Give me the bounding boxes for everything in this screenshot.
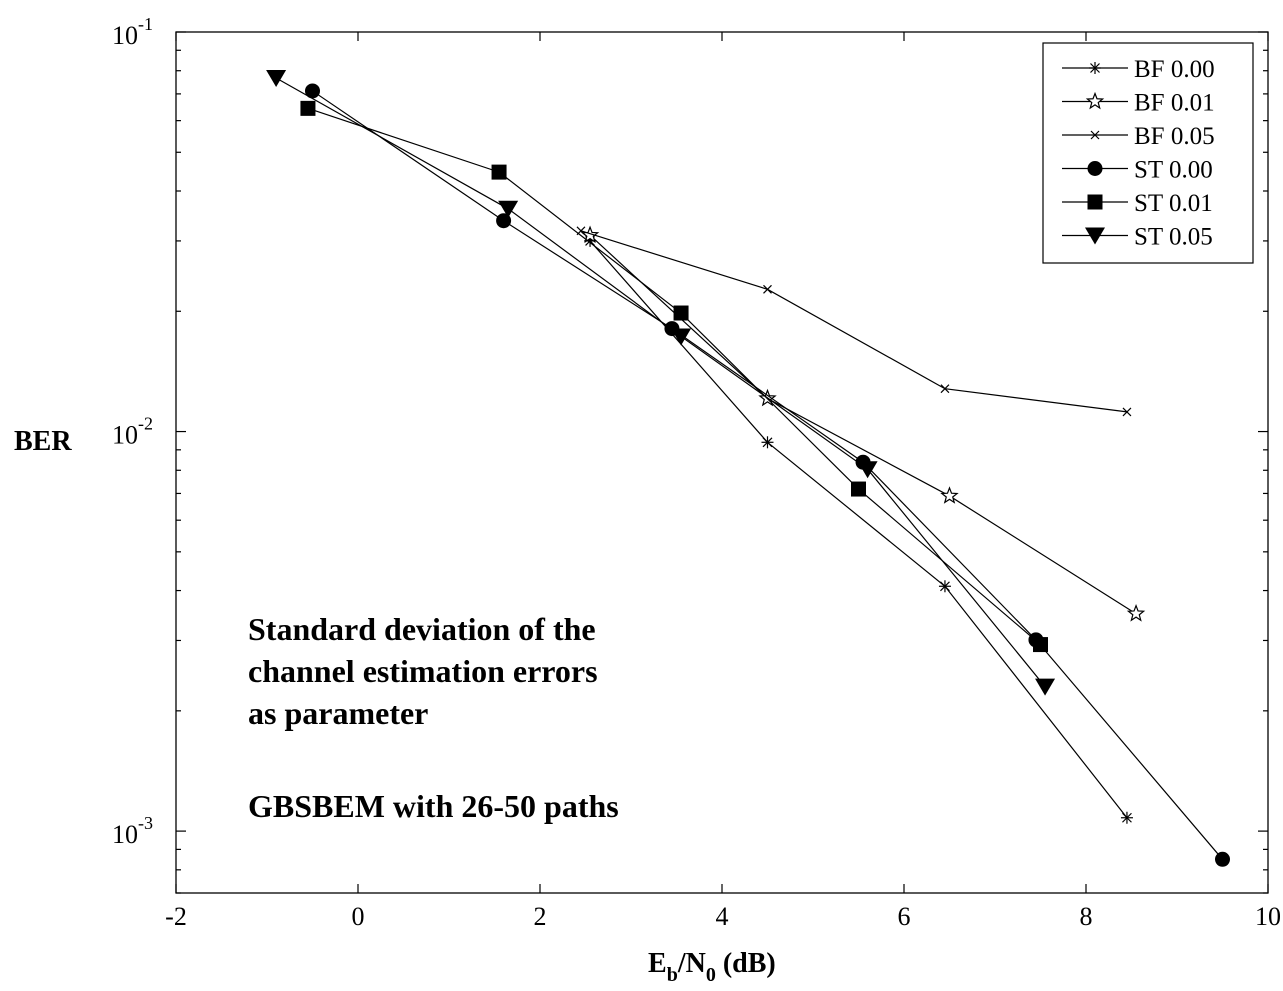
y-tick-label: 10-1 — [112, 14, 153, 50]
triangle-down-marker — [1085, 227, 1105, 245]
y-tick-label-base: 10 — [112, 21, 138, 50]
series-layer — [266, 70, 1230, 867]
legend-label: ST 0.00 — [1134, 157, 1213, 184]
asterisk-marker — [1120, 811, 1133, 824]
legend-label: ST 0.05 — [1134, 224, 1213, 251]
square-marker — [1087, 194, 1103, 210]
legend-label: BF 0.01 — [1134, 90, 1215, 117]
legend-item: BF 0.01 — [1062, 90, 1215, 117]
x-tick-label: 6 — [898, 902, 911, 931]
marker-stroke — [762, 437, 773, 448]
x-marker — [940, 384, 950, 394]
axis-ticks — [175, 31, 1269, 894]
x-tick-label: 2 — [534, 902, 547, 931]
triangle-down-marker — [498, 200, 519, 218]
y-tick-label-base: 10 — [112, 421, 138, 450]
series-bf-0-05 — [576, 226, 1132, 417]
legend-label: BF 0.00 — [1134, 56, 1215, 83]
x-tick-label: -2 — [165, 902, 187, 931]
series-line — [312, 90, 1223, 860]
asterisk-marker — [938, 580, 951, 593]
x-tick-label: 8 — [1080, 902, 1093, 931]
series-line — [307, 107, 1041, 646]
x-marker — [763, 284, 772, 294]
circle-marker — [1215, 851, 1230, 867]
circle-marker — [305, 83, 320, 99]
series-bf-0-00 — [584, 234, 1133, 824]
x-axis-title-subscript: b — [667, 964, 678, 986]
y-axis-title: BER — [14, 426, 72, 457]
legend-box — [1042, 42, 1254, 264]
triangle-down-marker — [1035, 678, 1056, 696]
marker-stroke — [1122, 407, 1132, 417]
star-marker — [940, 486, 959, 504]
legend-item: BF 0.00 — [1062, 56, 1215, 83]
legend-label: ST 0.01 — [1134, 190, 1213, 217]
series-line — [275, 77, 1046, 687]
x-axis-title-subscript: 0 — [706, 964, 716, 986]
x-axis-title: Eb/N0 (dB) — [648, 948, 776, 986]
annotation-line: as parameter — [248, 695, 428, 731]
circle-marker — [496, 213, 512, 229]
x-tick-label: 0 — [352, 902, 365, 931]
legend-label: BF 0.05 — [1134, 123, 1215, 150]
asterisk-marker — [1089, 62, 1101, 74]
series-line — [589, 240, 1128, 819]
x-axis-title-part: (dB) — [716, 948, 776, 979]
marker-stroke — [940, 384, 950, 394]
square-marker — [851, 481, 866, 497]
series-st-0-01 — [300, 100, 1048, 653]
series-bf-0-01 — [580, 225, 1146, 622]
y-tick-label-exponent: -3 — [138, 813, 153, 833]
triangle-down-marker — [266, 70, 287, 88]
x-tick-label: 4 — [716, 902, 729, 931]
annotation-line: GBSBEM with 26-50 paths — [248, 788, 619, 824]
square-marker — [1033, 637, 1048, 653]
marker-stroke — [1090, 63, 1100, 73]
y-tick-label: 10-2 — [112, 414, 153, 450]
legend-item: BF 0.05 — [1062, 123, 1215, 150]
x-axis-title-part: /N — [677, 948, 706, 979]
y-tick-label-exponent: -2 — [138, 414, 153, 434]
y-tick-label: 10-3 — [112, 813, 153, 849]
annotation-line: channel estimation errors — [248, 653, 598, 689]
legend-item: ST 0.01 — [1062, 190, 1213, 217]
star-marker — [1085, 91, 1105, 110]
x-axis-title-part: E — [648, 948, 667, 979]
legend: BF 0.00 BF 0.01 BF 0.05 ST 0.00 ST 0.01 ST 0.… — [1042, 42, 1254, 264]
legend-item: ST 0.05 — [1062, 224, 1213, 251]
annotation-line: Standard deviation of the — [248, 611, 596, 647]
series-st-0-05 — [266, 70, 1056, 696]
x-tick-labels: -2 0 2 4 6 8 10 — [165, 902, 1281, 931]
square-marker — [300, 100, 316, 116]
marker-stroke — [1122, 812, 1132, 823]
circle-marker — [1087, 161, 1103, 176]
asterisk-marker — [761, 436, 774, 449]
series-line — [589, 234, 1137, 615]
square-marker — [491, 164, 507, 180]
series-line — [580, 230, 1128, 413]
legend-item: ST 0.00 — [1062, 157, 1213, 184]
x-tick-label: 10 — [1255, 902, 1281, 931]
triangle-down-marker — [671, 328, 692, 346]
marker-stroke — [1090, 130, 1100, 140]
marker-stroke — [763, 284, 772, 294]
y-tick-label-base: 10 — [112, 820, 138, 849]
marker-stroke — [940, 581, 950, 592]
x-marker — [1122, 407, 1132, 417]
y-tick-labels: 10-110-210-3 — [112, 14, 153, 849]
x-marker — [1090, 130, 1100, 140]
square-marker — [673, 305, 689, 321]
triangle-down-marker — [857, 461, 878, 479]
star-marker — [1126, 604, 1146, 622]
star-marker — [580, 225, 600, 244]
y-tick-label-exponent: -1 — [138, 14, 153, 34]
